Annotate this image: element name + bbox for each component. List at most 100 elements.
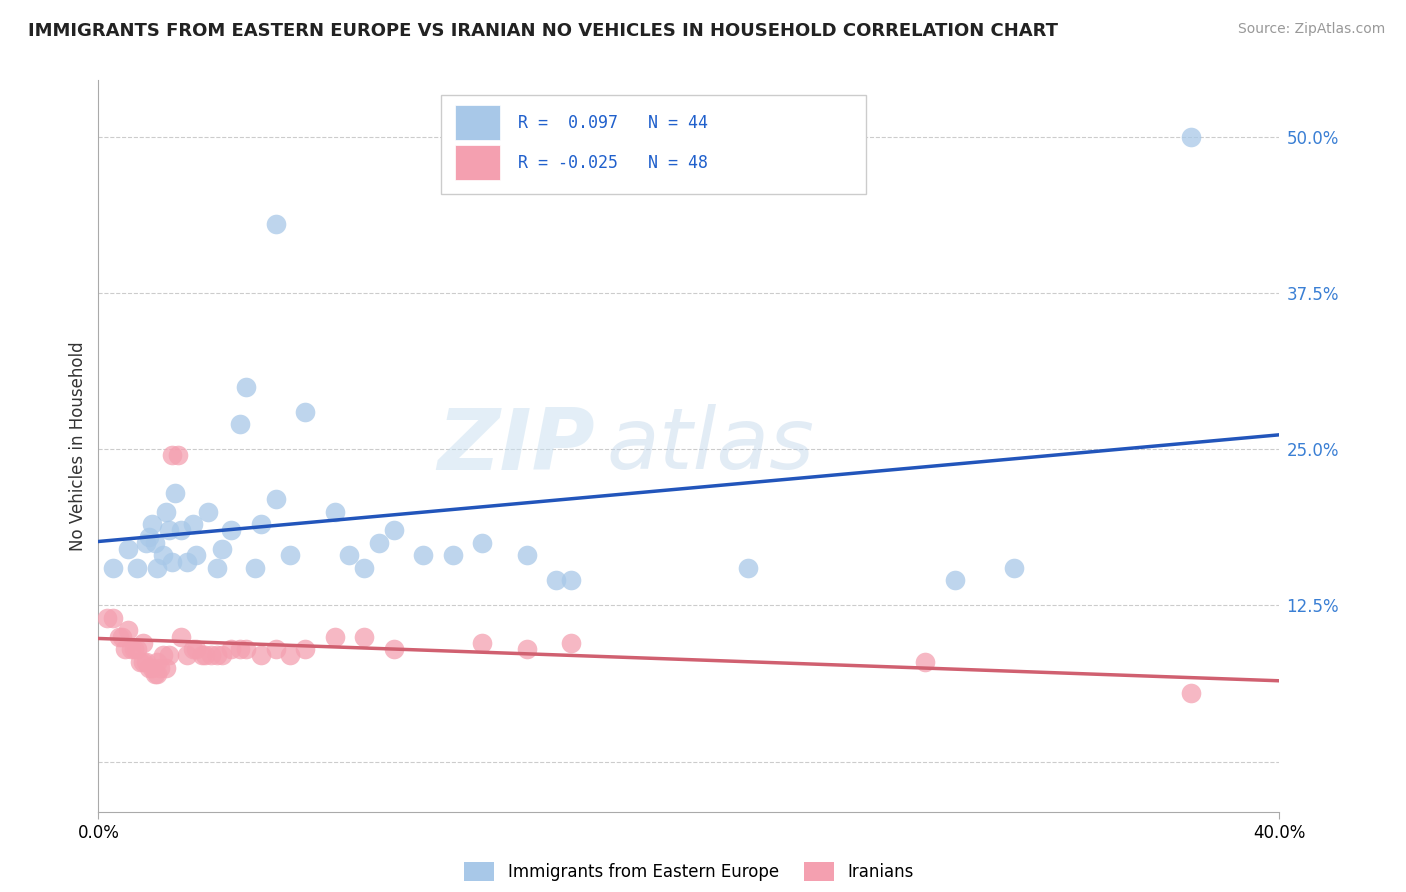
- Point: [146, 655, 169, 669]
- Point: [157, 524, 180, 538]
- Point: [353, 630, 375, 644]
- FancyBboxPatch shape: [456, 145, 501, 180]
- Point: [143, 536, 166, 550]
- Point: [184, 549, 207, 563]
- Point: [170, 524, 193, 538]
- Point: [560, 574, 582, 588]
- Point: [337, 549, 360, 563]
- Point: [471, 636, 494, 650]
- Point: [111, 630, 134, 644]
- Point: [165, 486, 187, 500]
- Point: [157, 648, 180, 663]
- Point: [560, 636, 582, 650]
- Point: [943, 574, 966, 588]
- Point: [108, 630, 131, 644]
- Point: [264, 217, 287, 231]
- Point: [323, 505, 346, 519]
- Point: [181, 517, 204, 532]
- Point: [149, 661, 172, 675]
- Point: [103, 561, 125, 575]
- Point: [1180, 129, 1202, 144]
- Point: [219, 642, 242, 657]
- Point: [471, 536, 494, 550]
- Point: [132, 655, 155, 669]
- Point: [152, 549, 174, 563]
- Point: [117, 542, 139, 557]
- Point: [176, 648, 198, 663]
- Point: [117, 624, 139, 638]
- Point: [120, 642, 142, 657]
- Point: [167, 449, 190, 463]
- FancyBboxPatch shape: [441, 95, 866, 194]
- Point: [138, 530, 160, 544]
- Point: [155, 505, 177, 519]
- Point: [219, 524, 242, 538]
- Point: [264, 642, 287, 657]
- Point: [1180, 686, 1202, 700]
- Point: [278, 549, 302, 563]
- Point: [170, 630, 193, 644]
- Point: [229, 642, 252, 657]
- Point: [162, 449, 183, 463]
- Point: [737, 561, 759, 575]
- Point: [143, 667, 166, 681]
- Point: [250, 648, 273, 663]
- Point: [146, 561, 169, 575]
- Point: [1002, 561, 1025, 575]
- Point: [914, 655, 936, 669]
- FancyBboxPatch shape: [456, 105, 501, 140]
- Point: [368, 536, 391, 550]
- Point: [125, 561, 148, 575]
- Point: [125, 642, 148, 657]
- Point: [382, 642, 405, 657]
- Point: [441, 549, 464, 563]
- Point: [294, 404, 316, 418]
- Point: [141, 517, 163, 532]
- Point: [229, 417, 252, 431]
- Text: Source: ZipAtlas.com: Source: ZipAtlas.com: [1237, 22, 1385, 37]
- Text: R = -0.025   N = 48: R = -0.025 N = 48: [517, 154, 707, 172]
- Point: [191, 648, 214, 663]
- Point: [128, 655, 150, 669]
- Point: [132, 636, 155, 650]
- Point: [200, 648, 222, 663]
- Point: [515, 549, 537, 563]
- Point: [103, 611, 125, 625]
- Point: [382, 524, 405, 538]
- Point: [353, 561, 375, 575]
- Point: [155, 661, 177, 675]
- Point: [141, 661, 163, 675]
- Point: [135, 536, 157, 550]
- Point: [205, 561, 228, 575]
- Point: [211, 542, 233, 557]
- Point: [138, 661, 160, 675]
- Point: [181, 642, 204, 657]
- Y-axis label: No Vehicles in Household: No Vehicles in Household: [69, 341, 87, 551]
- Point: [264, 492, 287, 507]
- Text: atlas: atlas: [606, 404, 814, 488]
- Point: [294, 642, 316, 657]
- Point: [250, 517, 273, 532]
- Point: [544, 574, 567, 588]
- Point: [243, 561, 266, 575]
- Point: [176, 555, 198, 569]
- Point: [323, 630, 346, 644]
- Point: [184, 642, 207, 657]
- Text: R =  0.097   N = 44: R = 0.097 N = 44: [517, 113, 707, 132]
- Point: [122, 642, 145, 657]
- Point: [194, 648, 217, 663]
- Point: [152, 648, 174, 663]
- Point: [211, 648, 233, 663]
- Point: [278, 648, 302, 663]
- Point: [515, 642, 537, 657]
- Point: [197, 505, 219, 519]
- Point: [146, 667, 169, 681]
- Point: [162, 555, 183, 569]
- Point: [412, 549, 434, 563]
- Point: [235, 379, 257, 393]
- Text: ZIP: ZIP: [437, 404, 595, 488]
- Point: [135, 655, 157, 669]
- Point: [96, 611, 118, 625]
- Point: [235, 642, 257, 657]
- Point: [205, 648, 228, 663]
